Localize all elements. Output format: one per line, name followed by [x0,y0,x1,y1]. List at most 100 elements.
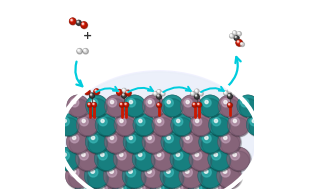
Circle shape [180,130,203,153]
Circle shape [234,35,239,40]
Circle shape [195,89,199,93]
Circle shape [169,180,195,189]
Circle shape [67,95,90,118]
Circle shape [223,170,227,173]
Circle shape [129,100,133,104]
Circle shape [151,181,177,189]
Circle shape [173,184,183,189]
Circle shape [145,134,164,154]
Circle shape [126,91,131,96]
Circle shape [228,94,230,96]
Circle shape [157,95,162,99]
Circle shape [199,91,203,96]
Circle shape [220,134,240,154]
Circle shape [82,23,84,25]
Circle shape [224,136,227,139]
Circle shape [124,103,129,107]
Circle shape [157,90,161,94]
Circle shape [156,94,162,99]
Circle shape [190,114,213,137]
Circle shape [155,118,173,136]
Circle shape [205,136,208,139]
Circle shape [123,130,146,153]
Circle shape [246,114,268,136]
Circle shape [237,40,242,46]
Circle shape [241,43,242,44]
Circle shape [132,181,158,189]
Circle shape [165,134,173,143]
Circle shape [63,153,66,156]
Circle shape [70,168,79,177]
Circle shape [104,164,129,189]
Circle shape [66,163,90,188]
Circle shape [98,151,107,160]
Circle shape [155,151,164,160]
Circle shape [73,100,76,104]
Circle shape [72,170,76,173]
Circle shape [127,91,128,92]
Circle shape [199,92,203,96]
Circle shape [167,100,170,104]
Circle shape [76,148,100,172]
Circle shape [161,92,165,96]
Circle shape [92,103,96,107]
Circle shape [84,89,90,95]
Circle shape [106,168,127,189]
Circle shape [186,100,189,104]
Circle shape [126,91,128,93]
Circle shape [158,119,161,122]
Circle shape [181,131,204,154]
Circle shape [110,170,114,173]
Circle shape [193,103,195,105]
Circle shape [59,151,80,171]
Circle shape [76,114,98,136]
Circle shape [152,114,174,136]
Circle shape [152,148,176,172]
Circle shape [160,163,184,188]
Circle shape [180,95,202,117]
Circle shape [129,170,132,173]
Circle shape [156,118,164,126]
Circle shape [82,153,85,156]
Circle shape [161,92,165,96]
Circle shape [214,119,218,122]
Circle shape [95,148,119,172]
Circle shape [228,104,232,108]
Circle shape [69,18,76,25]
Circle shape [154,92,155,93]
Circle shape [124,95,147,118]
Circle shape [148,170,151,173]
Circle shape [156,94,162,99]
Circle shape [142,164,167,189]
Circle shape [190,148,213,172]
Circle shape [99,118,107,126]
Circle shape [153,91,157,96]
Circle shape [66,164,91,189]
Circle shape [202,134,221,154]
Circle shape [191,92,195,96]
Circle shape [166,170,170,173]
Circle shape [227,148,251,172]
Circle shape [70,19,76,25]
Circle shape [91,94,92,95]
Circle shape [218,164,242,189]
Circle shape [123,95,145,117]
Circle shape [228,89,232,93]
Circle shape [81,186,85,189]
Circle shape [79,151,98,171]
Circle shape [189,181,215,189]
Circle shape [186,136,189,139]
Circle shape [66,130,89,153]
Text: +: + [83,31,92,41]
Circle shape [57,147,80,170]
Circle shape [87,102,92,107]
Circle shape [122,88,126,92]
Circle shape [86,95,107,117]
Circle shape [138,186,142,189]
Circle shape [153,92,157,96]
Circle shape [202,168,211,177]
Circle shape [198,164,224,189]
Circle shape [183,99,202,117]
Circle shape [126,134,145,154]
Circle shape [161,164,186,189]
